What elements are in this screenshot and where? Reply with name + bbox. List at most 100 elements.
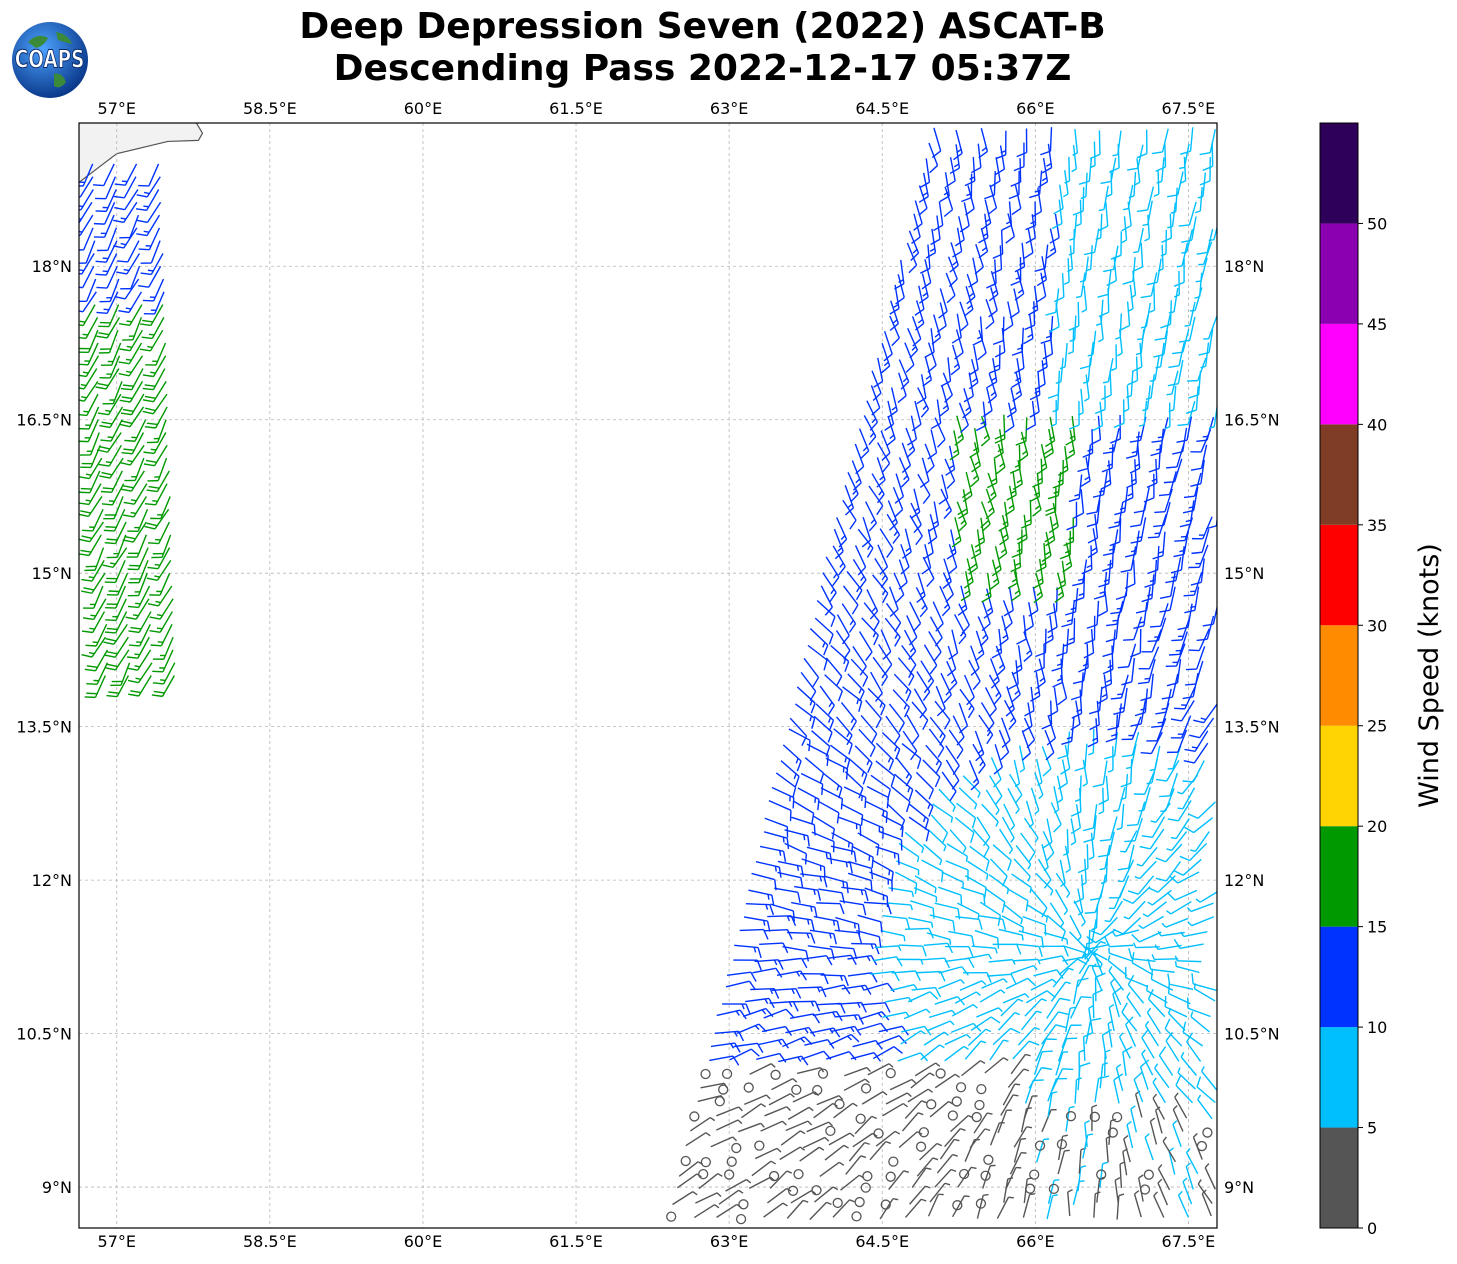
wind-barb: [938, 788, 956, 812]
wind-barb: [1193, 703, 1217, 724]
wind-barb: [1157, 1178, 1169, 1206]
wind-barb: [1078, 1049, 1085, 1077]
wind-barb: [796, 1067, 825, 1075]
wind-barb: [1185, 386, 1199, 415]
wind-barb: [844, 771, 864, 799]
wind-barb: [914, 875, 937, 894]
wind-barb: [1161, 917, 1189, 928]
wind-barb: [79, 521, 105, 543]
wind-barb: [807, 945, 835, 960]
wind-barb: [1166, 831, 1188, 852]
wind-barb: [880, 1199, 891, 1210]
wind-barb: [763, 1202, 788, 1218]
wind-barb: [911, 986, 942, 998]
wind-barb: [1082, 1031, 1094, 1061]
wind-barb: [854, 1196, 865, 1208]
wind-barb: [983, 1154, 994, 1165]
wind-barb: [714, 1096, 725, 1107]
wind-barb: [1046, 914, 1066, 942]
wind-barb: [921, 859, 944, 883]
wind-barb: [895, 757, 913, 787]
wind-barb: [845, 1155, 867, 1175]
wind-barb: [1078, 388, 1084, 416]
wind-barb: [140, 253, 164, 276]
wind-barb: [836, 716, 853, 746]
wind-barb: [672, 1191, 698, 1206]
wind-barb: [1147, 617, 1167, 643]
wind-barb: [1167, 202, 1177, 229]
wind-barb: [1184, 730, 1209, 753]
wind-barb: [104, 611, 128, 634]
lat-tick-label: 16.5°N: [1224, 411, 1280, 430]
colorbar-segment: [1320, 223, 1358, 324]
wind-barb: [1062, 542, 1073, 573]
wind-barb: [981, 1164, 996, 1189]
wind-barb: [962, 775, 981, 799]
wind-barb: [763, 928, 793, 940]
wind-barb: [79, 457, 103, 480]
wind-barb: [95, 368, 120, 390]
wind-barb: [893, 773, 914, 801]
wind-barb: [964, 875, 987, 899]
wind-barb: [981, 600, 991, 632]
wind-barb: [923, 1031, 950, 1046]
wind-barb: [886, 803, 906, 831]
wind-barb: [863, 602, 880, 632]
wind-barb: [1055, 889, 1069, 916]
wind-barb: [1174, 960, 1200, 974]
wind-barb: [698, 1168, 709, 1180]
wind-barb: [724, 1169, 735, 1180]
lon-tick-label: 58.5°E: [243, 99, 297, 118]
wind-barb: [806, 743, 829, 767]
colorbar-tick-label: 50: [1367, 214, 1387, 233]
wind-barb: [1168, 288, 1179, 314]
wind-barb: [775, 772, 797, 798]
wind-barb: [1029, 170, 1043, 199]
wind-barb: [906, 242, 918, 274]
logo-text: COAPS: [15, 46, 85, 74]
wind-barb: [778, 1055, 809, 1066]
wind-barb: [972, 743, 986, 774]
wind-barb: [1089, 141, 1096, 169]
wind-barb: [1121, 657, 1136, 686]
wind-barb: [1046, 715, 1057, 746]
wind-barb: [799, 1146, 825, 1162]
wind-barb: [850, 658, 869, 687]
wind-barb: [1053, 786, 1060, 814]
wind-barb: [1066, 501, 1078, 531]
wind-barb: [1174, 1092, 1188, 1119]
wind-barb: [149, 572, 171, 596]
wind-barb: [843, 786, 867, 809]
wind-barb: [1125, 431, 1140, 459]
wind-barb: [122, 317, 143, 341]
wind-barb: [123, 496, 148, 518]
wind-barb: [81, 611, 106, 634]
wind-barb: [150, 624, 173, 647]
wind-barb: [825, 556, 840, 587]
wind-barb: [1068, 401, 1080, 430]
wind-barb: [1013, 1126, 1033, 1148]
wind-barb: [1106, 170, 1113, 198]
lat-tick-label: 13.5°N: [1224, 718, 1280, 737]
wind-barb: [875, 760, 896, 787]
wind-barb: [768, 800, 792, 822]
wind-barb: [1114, 1177, 1121, 1205]
wind-barb: [1068, 302, 1080, 331]
wind-barb: [1007, 1068, 1030, 1088]
wind-barb: [925, 228, 937, 259]
wind-barb: [1104, 936, 1134, 948]
graticule: [79, 123, 1217, 1228]
wind-barb: [96, 291, 119, 315]
wind-barb: [802, 954, 833, 966]
wind-barb: [975, 630, 985, 662]
lon-tick-label: 64.5°E: [855, 1232, 909, 1251]
wind-barb: [1020, 1010, 1042, 1031]
wind-barb: [840, 803, 864, 826]
wind-barb: [777, 957, 808, 969]
wind-barb: [1107, 955, 1128, 977]
wind-barb: [938, 474, 949, 505]
wind-barb: [909, 803, 930, 830]
wind-barb: [771, 786, 795, 809]
wind-barb: [920, 957, 951, 969]
wind-barb: [1075, 272, 1086, 299]
